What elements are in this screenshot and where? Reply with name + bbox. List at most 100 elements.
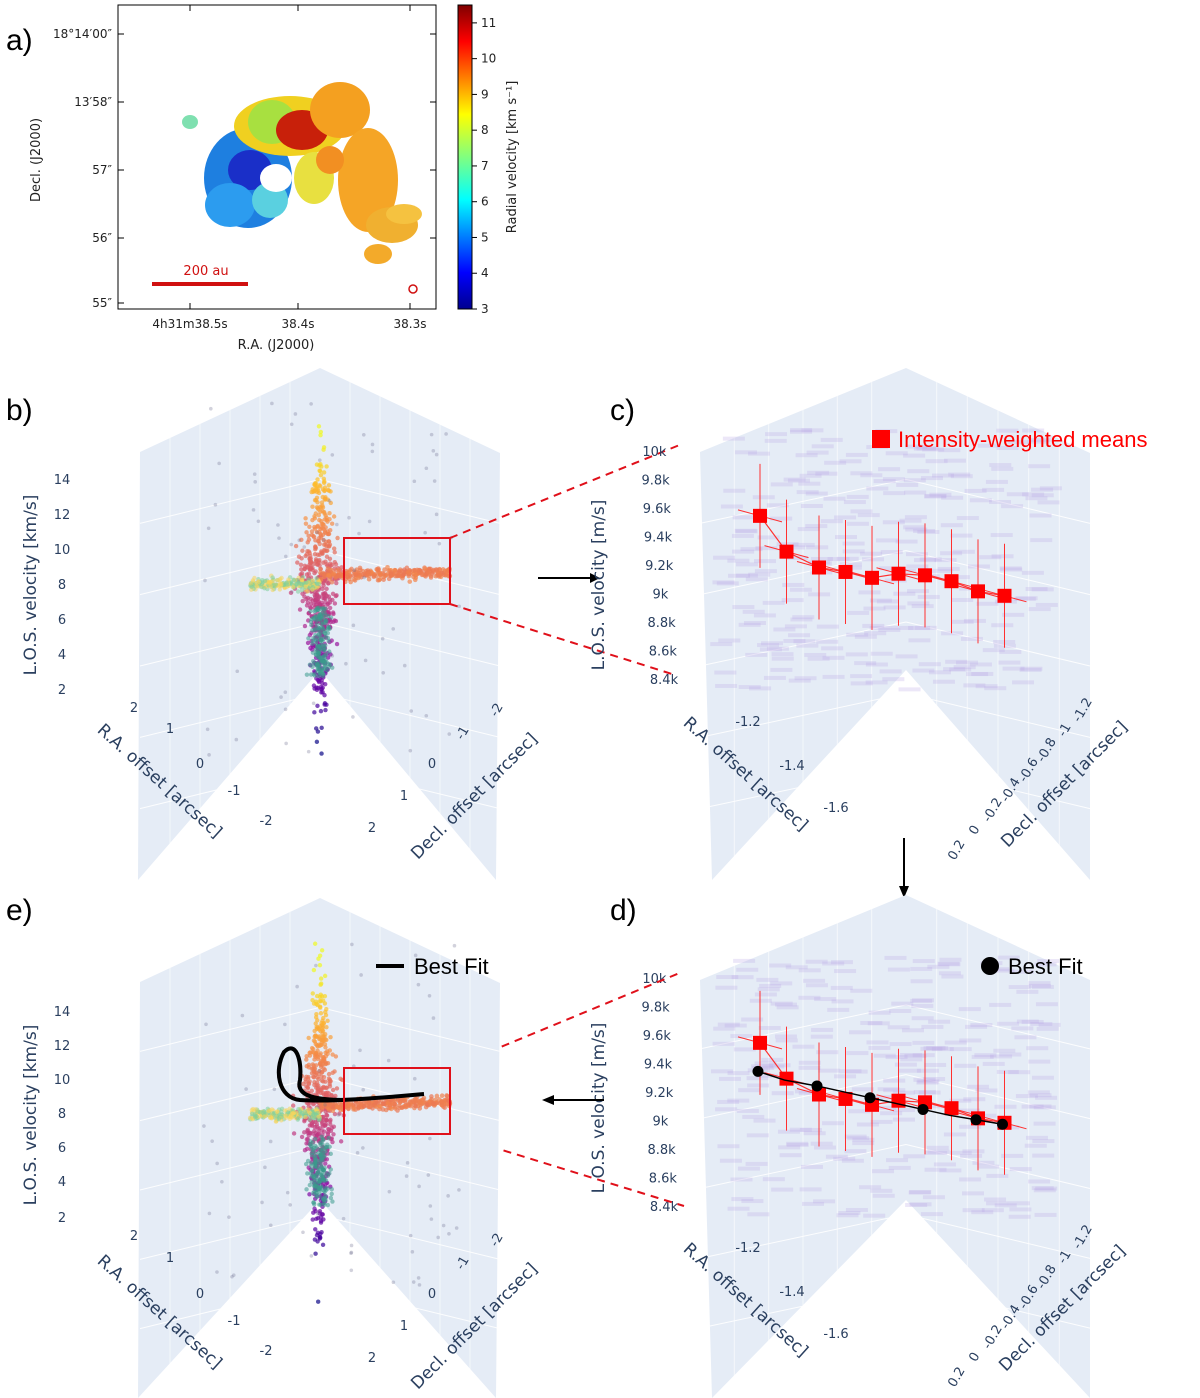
background-voxel xyxy=(770,516,793,521)
panel-a-ytick: 18°14′00″ xyxy=(53,27,113,41)
background-voxel xyxy=(907,601,930,606)
background-voxel xyxy=(740,547,763,552)
ztick: 9.4k xyxy=(644,531,673,546)
background-voxel xyxy=(757,535,780,540)
scatter-point xyxy=(360,571,366,577)
panel-d-3d-fit: Best Fit 8.4k 8.6k 8.8k 9k 9.2k 9.4k 9.6k 9.8k 1… xyxy=(589,895,1130,1398)
background-voxel xyxy=(846,521,869,526)
background-voxel xyxy=(903,478,926,483)
background-voxel xyxy=(845,1069,868,1074)
background-voxel xyxy=(887,1025,910,1030)
scatter-point xyxy=(320,1031,325,1036)
mean-marker xyxy=(753,1035,767,1050)
scatter-point xyxy=(392,1101,398,1107)
scatter-point xyxy=(359,973,363,977)
scatter-point xyxy=(299,567,304,572)
background-voxel xyxy=(903,453,926,458)
scatter-point xyxy=(324,1025,329,1030)
background-voxel xyxy=(899,518,922,523)
scatter-point xyxy=(270,587,275,593)
background-voxel xyxy=(790,429,813,434)
scatter-point xyxy=(321,560,326,565)
background-voxel xyxy=(1029,1104,1052,1109)
scatter-point xyxy=(293,543,299,549)
background-voxel xyxy=(842,549,865,554)
ztick: 10k xyxy=(642,445,667,460)
panel-b-zlabel: L.O.S. velocity [km/s] xyxy=(21,495,41,676)
background-voxel xyxy=(719,1158,742,1163)
background-voxel xyxy=(834,515,857,520)
scatter-point xyxy=(270,575,275,580)
background-voxel xyxy=(1012,680,1035,685)
scatter-point xyxy=(309,1122,314,1128)
scatter-point xyxy=(308,672,314,677)
scatter-point xyxy=(323,1185,328,1191)
scatter-point xyxy=(320,550,325,556)
background-voxel xyxy=(956,660,979,665)
scatter-point xyxy=(318,1051,323,1056)
scatter-point xyxy=(217,461,221,466)
scatter-point xyxy=(311,967,317,973)
background-voxel xyxy=(779,1153,802,1158)
background-voxel xyxy=(990,1054,1013,1059)
background-voxel xyxy=(786,1141,809,1146)
background-voxel xyxy=(777,1129,800,1134)
scatter-point xyxy=(324,1118,329,1123)
background-voxel xyxy=(911,1016,934,1021)
scatter-point xyxy=(323,1171,328,1176)
background-voxel xyxy=(911,998,934,1003)
background-voxel xyxy=(1035,1002,1058,1007)
scatter-point xyxy=(323,1085,329,1091)
scatter-point xyxy=(328,1034,333,1040)
scatter-point xyxy=(323,1149,328,1154)
background-voxel xyxy=(1035,1095,1058,1100)
background-voxel xyxy=(911,1003,934,1008)
scatter-point xyxy=(326,1126,331,1132)
background-voxel xyxy=(734,528,757,533)
background-voxel xyxy=(874,1105,897,1110)
panel-b-3d-scatter: 14 12 10 8 6 4 2 L.O.S. velocity [km/s] … xyxy=(21,368,542,880)
background-voxel xyxy=(923,1076,946,1081)
scatter-point xyxy=(424,713,429,718)
scatter-point xyxy=(327,649,332,654)
scatter-point xyxy=(304,1074,309,1079)
background-voxel xyxy=(1031,487,1054,492)
scatter-point xyxy=(318,429,324,435)
background-voxel xyxy=(1032,1153,1055,1158)
scatter-point xyxy=(365,569,371,575)
scatter-point xyxy=(317,458,322,462)
background-voxel xyxy=(1008,985,1031,990)
background-voxel xyxy=(977,443,1000,448)
background-voxel xyxy=(836,556,859,561)
scatter-point xyxy=(347,515,351,520)
background-voxel xyxy=(756,977,779,982)
background-voxel xyxy=(848,1109,871,1114)
scatter-point xyxy=(417,1184,421,1189)
scatter-point xyxy=(416,1276,421,1280)
background-voxel xyxy=(1028,1179,1051,1184)
scatter-point xyxy=(313,1054,318,1060)
background-voxel xyxy=(843,500,866,505)
panel-b-ztick: 6 xyxy=(58,613,66,628)
panel-d-xtick: -1.2 xyxy=(735,1241,760,1256)
background-voxel xyxy=(880,1111,903,1116)
background-voxel xyxy=(889,1042,912,1047)
scatter-point xyxy=(309,1143,314,1149)
scatter-point xyxy=(231,1273,236,1277)
background-voxel xyxy=(776,542,799,547)
background-voxel xyxy=(1016,1019,1039,1024)
scatter-point xyxy=(419,1101,425,1107)
background-voxel xyxy=(854,634,877,639)
scatter-point xyxy=(315,1048,320,1053)
scatter-point xyxy=(277,581,283,586)
scatter-point xyxy=(325,1202,331,1208)
scatter-point xyxy=(299,556,304,561)
panel-d-xtick: -1.6 xyxy=(823,1327,848,1342)
scatter-point xyxy=(334,574,339,580)
scatter-point xyxy=(424,1102,430,1107)
scatter-point xyxy=(441,1223,446,1228)
background-voxel xyxy=(953,665,976,670)
background-voxel xyxy=(1032,1139,1055,1144)
scatter-point xyxy=(318,535,324,540)
scatter-point xyxy=(304,1137,310,1142)
